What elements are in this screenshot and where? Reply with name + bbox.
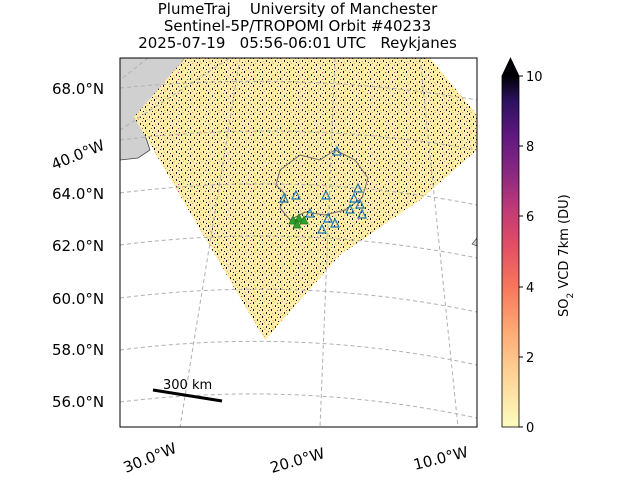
- lon-tick-20w: 20.0°W: [268, 444, 327, 477]
- iceland-outline: [275, 149, 369, 221]
- lat-tick-68: 68.0°N: [52, 80, 104, 98]
- graticule: [120, 58, 477, 427]
- scotland-land: [471, 237, 477, 247]
- map-area: [120, 58, 477, 427]
- scale-bar: [152, 388, 223, 403]
- title-line-1: PlumeTraj University of Manchester: [157, 0, 438, 18]
- colorbar-extend-arrow: [501, 57, 520, 77]
- lat-tick-58: 58.0°N: [52, 341, 104, 359]
- cb-tick-6: 6: [526, 210, 534, 225]
- source-markers: [288, 213, 309, 229]
- lon-tick-30w: 30.0°W: [121, 439, 180, 477]
- title-line-3: 2025-07-19 05:56-06:01 UTC Reykjanes: [138, 34, 457, 52]
- colorbar-gradient: [501, 75, 520, 428]
- lon-tick-40w: 40.0°W: [49, 136, 108, 174]
- lat-tick-56: 56.0°N: [52, 393, 104, 411]
- cb-tick-0: 0: [526, 421, 534, 436]
- cb-tick-8: 8: [526, 140, 534, 155]
- colorbar: 0 2 4 6 8 10 SO2 VCD 7km (DU): [501, 57, 576, 436]
- lon-tick-10w: 10.0°W: [412, 443, 471, 474]
- cb-tick-2: 2: [526, 351, 534, 366]
- title-line-2: Sentinel-5P/TROPOMI Orbit #40233: [163, 17, 432, 35]
- lat-tick-62: 62.0°N: [52, 237, 104, 255]
- lat-tick-60: 60.0°N: [52, 290, 104, 308]
- cb-tick-10: 10: [526, 70, 543, 85]
- colorbar-label: SO2 VCD 7km (DU): [557, 194, 576, 317]
- volcano-markers: [279, 145, 367, 234]
- map-frame: [119, 57, 478, 428]
- lat-tick-64: 64.0°N: [52, 185, 104, 203]
- scalebar-label: 300 km: [163, 378, 212, 393]
- cb-tick-4: 4: [526, 281, 534, 296]
